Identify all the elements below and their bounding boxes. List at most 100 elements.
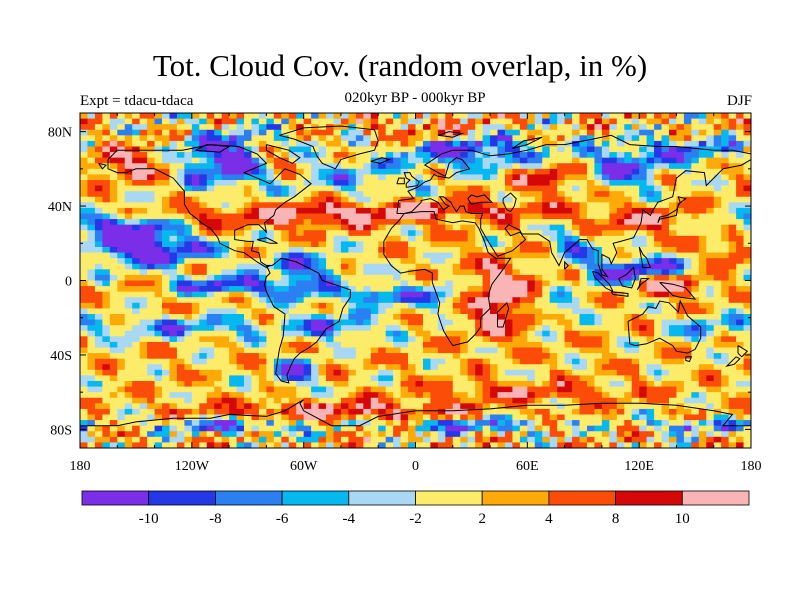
field-cell	[199, 196, 208, 203]
field-cell	[586, 185, 596, 192]
field-cell	[743, 230, 751, 237]
field-cell	[147, 247, 156, 254]
field-cell	[579, 146, 588, 153]
field-cell	[80, 341, 89, 349]
field-cell	[721, 146, 730, 153]
field-cell	[154, 213, 163, 220]
field-cell	[333, 241, 342, 248]
field-cell	[437, 185, 446, 192]
field-cell	[706, 274, 715, 282]
field-cell	[661, 146, 670, 153]
field-cell	[184, 280, 193, 287]
field-cell	[206, 274, 215, 282]
field-cell	[601, 381, 610, 388]
field-cell	[363, 235, 372, 243]
field-cell	[698, 408, 707, 416]
field-cell	[288, 152, 297, 159]
field-cell	[467, 168, 476, 176]
field-cell	[124, 118, 133, 125]
field-cell	[139, 308, 148, 315]
field-cell	[452, 308, 461, 315]
field-cell	[80, 180, 89, 187]
field-cell	[676, 140, 685, 148]
field-cell	[676, 185, 685, 192]
field-cell	[296, 330, 305, 337]
field-cell	[445, 408, 454, 416]
field-cell	[318, 408, 327, 416]
field-cell	[713, 157, 722, 164]
field-cell	[296, 369, 305, 377]
field-cell	[467, 325, 476, 332]
field-cell	[236, 174, 245, 181]
field-cell	[497, 325, 506, 332]
field-cell	[736, 235, 745, 243]
field-cell	[616, 247, 625, 254]
field-cell	[214, 219, 223, 226]
field-cell	[117, 403, 126, 410]
field-cell	[385, 302, 394, 310]
field-cell	[691, 381, 700, 388]
field-cell	[579, 369, 588, 377]
field-cell	[624, 364, 633, 371]
field-cell	[333, 207, 342, 215]
field-cell	[333, 274, 342, 282]
field-cell	[296, 325, 305, 332]
field-cell	[199, 420, 208, 427]
field-cell	[430, 135, 439, 142]
field-cell	[706, 286, 715, 293]
field-cell	[363, 191, 372, 198]
field-cell	[661, 319, 670, 326]
field-cell	[124, 252, 133, 259]
field-cell	[311, 241, 320, 248]
field-cell	[87, 146, 96, 153]
field-cell	[736, 347, 745, 354]
field-cell	[199, 358, 208, 365]
field-cell	[162, 180, 171, 187]
field-cell	[631, 364, 640, 371]
field-cell	[385, 241, 394, 248]
field-cell	[564, 286, 573, 293]
field-cell	[452, 185, 461, 192]
field-cell	[363, 146, 372, 153]
field-cell	[527, 269, 536, 276]
field-cell	[519, 241, 528, 248]
field-cell	[87, 308, 96, 315]
field-cell	[176, 308, 185, 315]
field-cell	[221, 336, 230, 343]
field-cell	[519, 291, 528, 298]
field-cell	[728, 185, 737, 192]
field-cell	[176, 297, 185, 304]
field-cell	[117, 408, 126, 416]
field-cell	[296, 319, 305, 326]
field-cell	[370, 185, 379, 192]
field-cell	[124, 280, 133, 287]
field-cell	[102, 330, 111, 337]
field-cell	[109, 174, 118, 181]
field-cell	[333, 168, 342, 176]
field-cell	[340, 146, 349, 153]
field-cell	[355, 347, 364, 354]
field-cell	[221, 157, 230, 164]
field-cell	[422, 247, 432, 254]
field-cell	[430, 247, 439, 254]
field-cell	[691, 157, 700, 164]
field-cell	[139, 168, 148, 176]
field-cell	[624, 113, 633, 120]
field-cell	[497, 129, 506, 136]
field-cell	[124, 330, 133, 337]
field-cell	[743, 330, 751, 337]
field-cell	[393, 392, 402, 399]
field-cell	[743, 118, 751, 125]
field-cell	[564, 174, 573, 181]
field-cell	[199, 247, 208, 254]
field-cell	[452, 364, 461, 371]
field-cell	[691, 113, 700, 120]
field-cell	[631, 403, 640, 410]
field-cell	[467, 152, 476, 159]
field-cell	[445, 358, 454, 365]
field-cell	[251, 375, 260, 382]
field-cell	[288, 247, 297, 254]
field-cell	[355, 364, 364, 371]
field-cell	[363, 207, 372, 215]
field-cell	[490, 274, 499, 282]
